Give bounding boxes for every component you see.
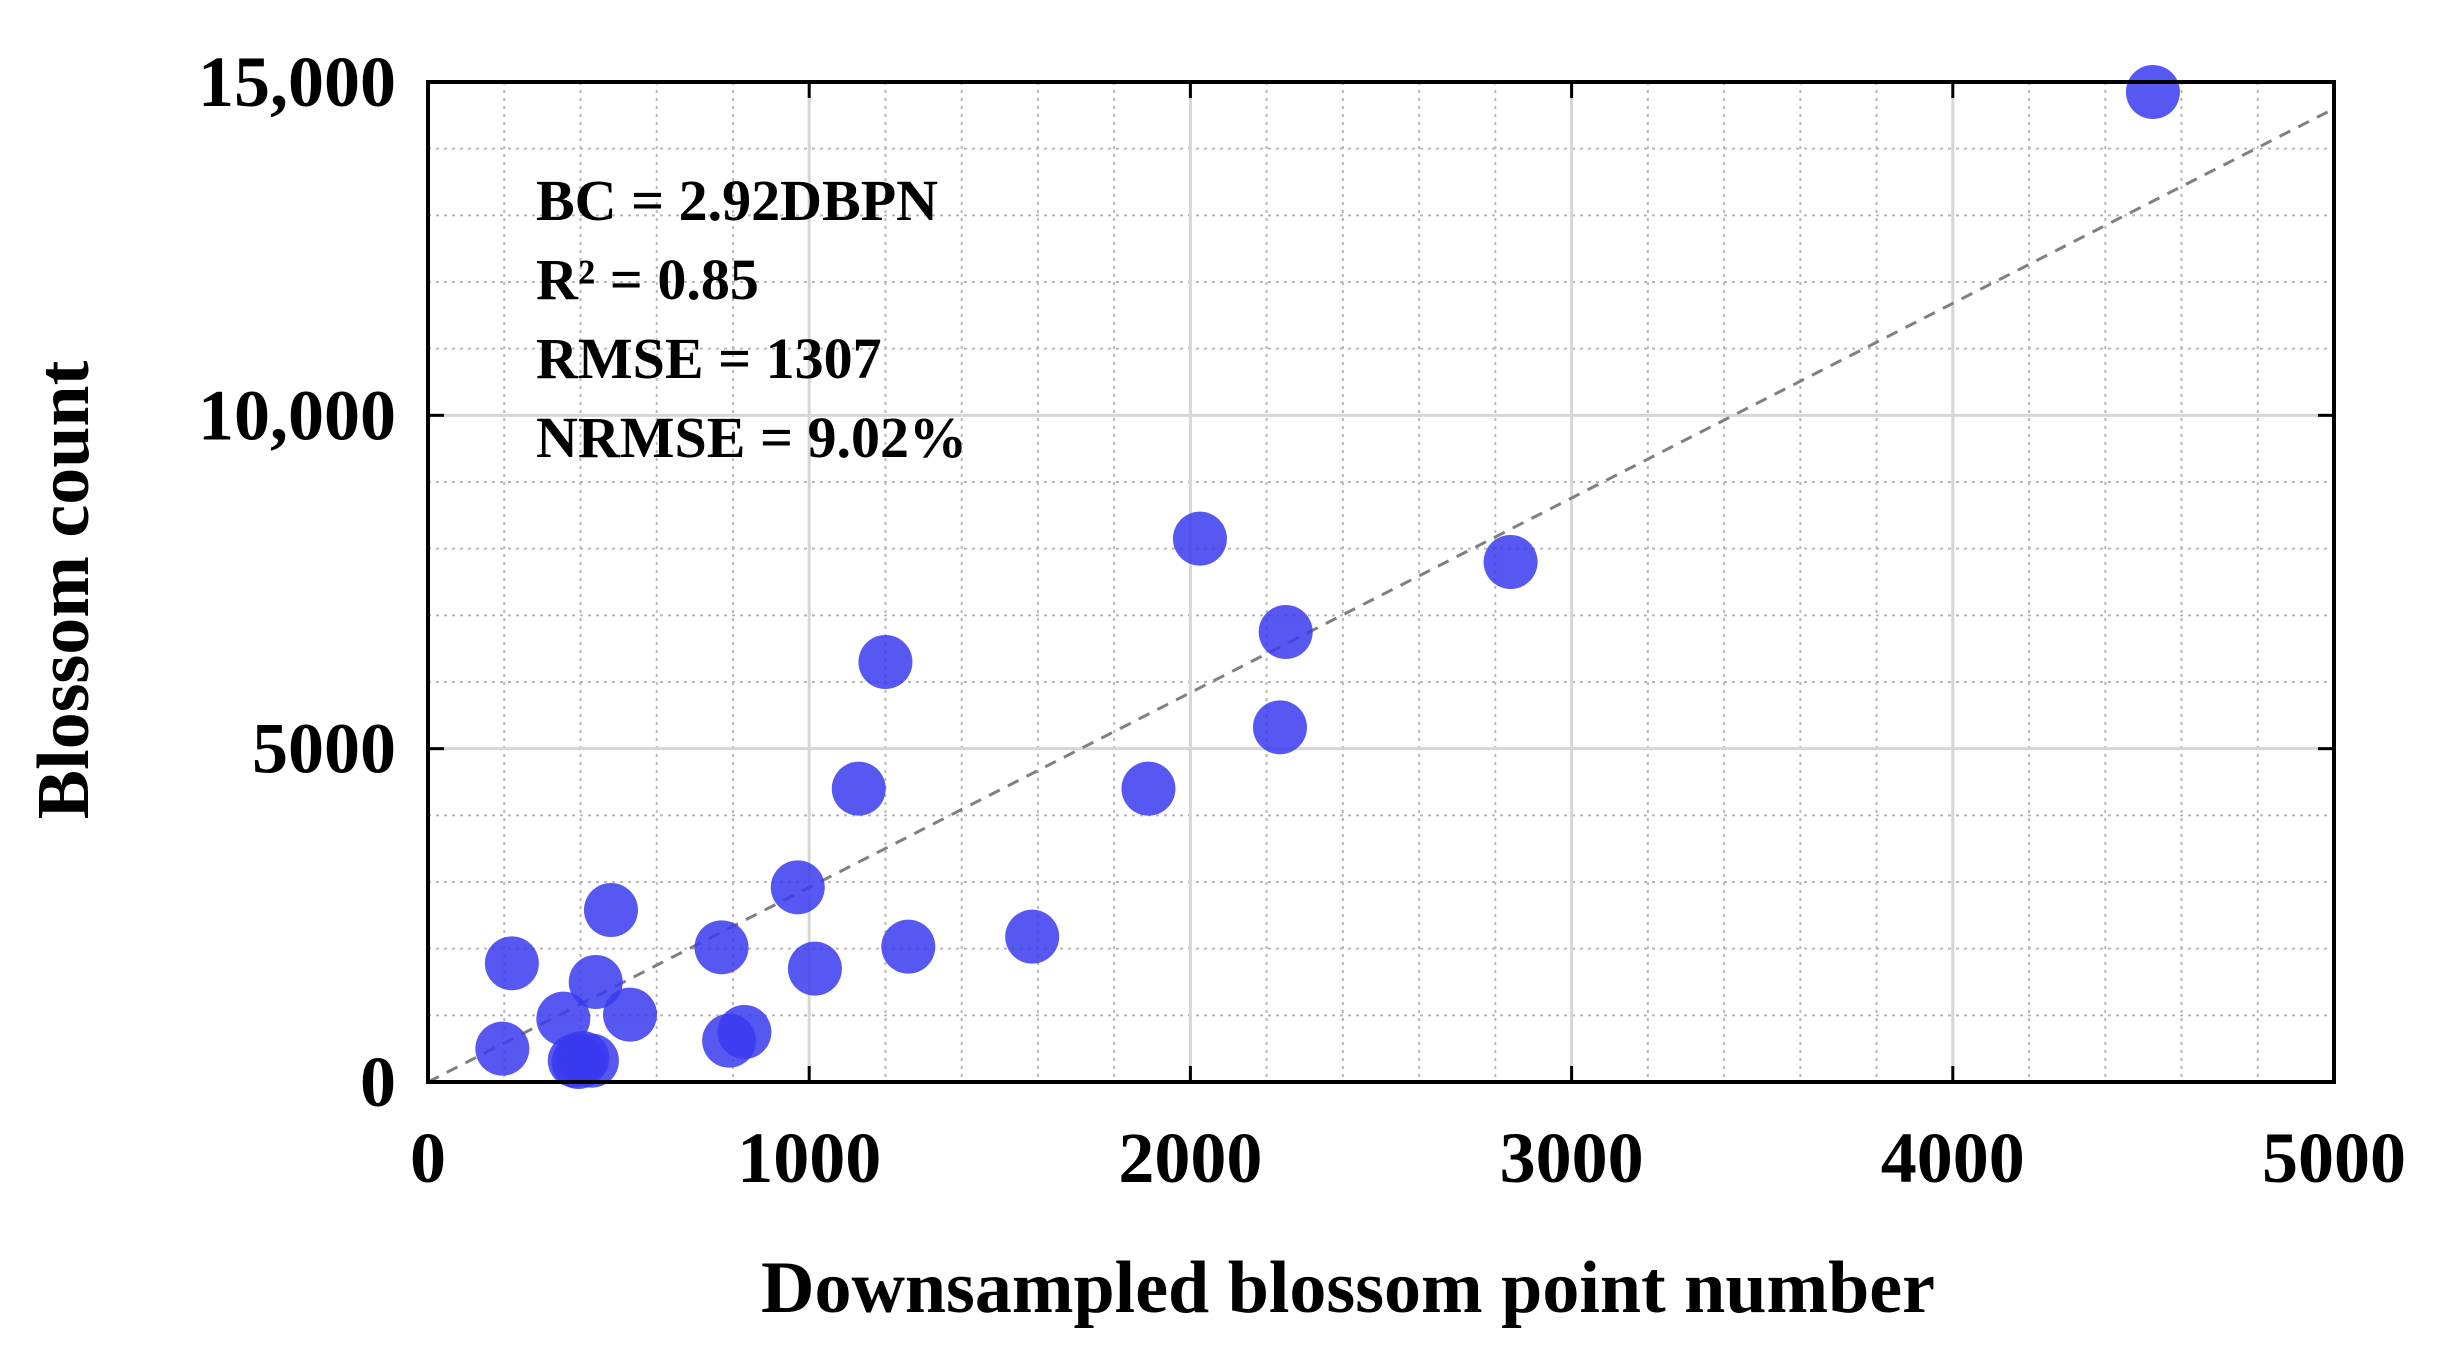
- data-points-layer: [475, 65, 2180, 1089]
- y-tick-label: 15,000: [198, 42, 396, 122]
- data-point: [1252, 700, 1307, 755]
- y-tick-labels: 0 5000 10,000 15,000: [198, 42, 396, 1122]
- y-axis-title: Blossom count: [23, 360, 105, 819]
- data-point: [787, 941, 842, 996]
- data-point: [2125, 65, 2180, 119]
- plot-frame: [426, 80, 2336, 1084]
- data-point: [583, 883, 638, 937]
- data-point: [1483, 535, 1538, 589]
- data-point: [881, 919, 936, 974]
- data-point: [702, 1013, 757, 1068]
- x-tick-label: 3000: [1500, 1118, 1644, 1198]
- data-point: [1172, 511, 1227, 566]
- nrmse-label: NRMSE = 9.02%: [536, 405, 967, 470]
- x-tick-label: 1000: [737, 1118, 881, 1198]
- data-point: [484, 936, 539, 991]
- data-point: [770, 860, 825, 915]
- y-tick-label: 10,000: [198, 375, 396, 455]
- data-point: [475, 1021, 530, 1076]
- rmse-label: RMSE = 1307: [536, 326, 882, 391]
- data-point: [1005, 909, 1060, 964]
- x-tick-labels: 0 1000 2000 3000 4000 5000: [410, 1118, 2406, 1198]
- x-axis-title: Downsampled blossom point number: [761, 1247, 1935, 1329]
- data-point: [568, 955, 623, 1009]
- stats-annotation: BC = 2.92DBPN R² = 0.85 RMSE = 1307 NRMS…: [536, 168, 967, 470]
- x-tick-label: 4000: [1881, 1118, 2025, 1198]
- data-point: [1258, 605, 1313, 659]
- r-squared-label: R² = 0.85: [536, 247, 759, 312]
- equation-label: BC = 2.92DBPN: [536, 168, 938, 233]
- data-point: [858, 635, 913, 689]
- x-tick-label: 5000: [2262, 1118, 2406, 1198]
- x-tick-label: 2000: [1118, 1118, 1262, 1198]
- tick-marks-layer: [426, 80, 2336, 1084]
- data-point: [694, 920, 749, 975]
- data-point: [603, 987, 658, 1042]
- x-tick-label: 0: [410, 1118, 446, 1198]
- data-point: [1121, 761, 1176, 816]
- y-tick-label: 0: [360, 1042, 396, 1122]
- y-tick-label: 5000: [252, 709, 396, 789]
- data-point: [551, 1035, 606, 1089]
- data-point: [831, 761, 886, 816]
